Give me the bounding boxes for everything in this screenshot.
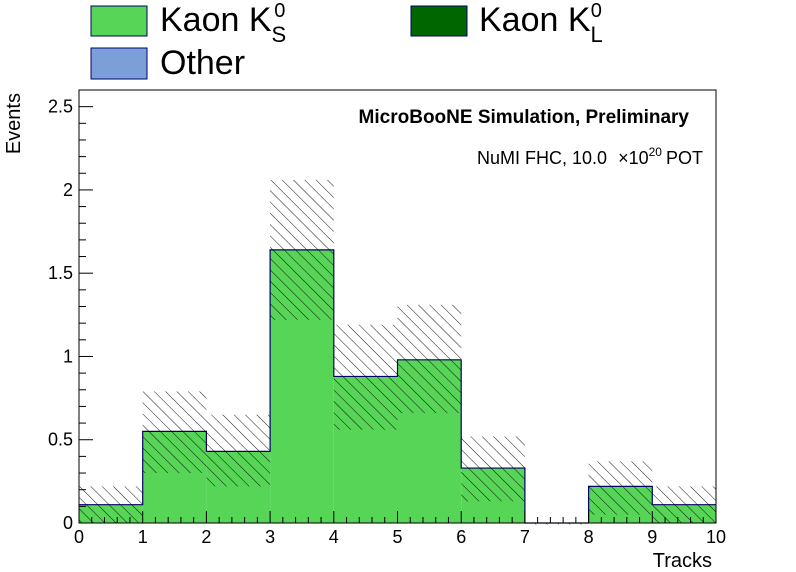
- y-tick-label: 2.5: [48, 97, 73, 117]
- x-axis-tick-labels: 0 1 2 3 4 5 6 7 8 9 10: [74, 527, 726, 547]
- pot-suffix: POT: [666, 148, 703, 168]
- uncertainty-bin0: [79, 486, 143, 523]
- legend-sub-kaon-kl: L: [591, 22, 603, 47]
- legend-label-kaon-ks: Kaon K: [160, 1, 272, 39]
- legend-sup-kaon-ks: 0: [274, 0, 285, 22]
- legend-swatch-kaon-ks: [90, 5, 148, 37]
- y-axis-ticks: [79, 89, 93, 524]
- legend-sub-kaon-ks: S: [272, 22, 287, 47]
- x-tick-label: 4: [329, 527, 339, 547]
- uncertainty-bin8: [588, 461, 653, 515]
- y-tick-label: 0.5: [48, 430, 73, 450]
- pot-exponent: 20: [649, 145, 663, 159]
- legend-item-kaon-kl: Kaon KL0: [410, 0, 603, 47]
- x-tick-label: 10: [706, 527, 726, 547]
- legend-item-other: Other: [90, 44, 245, 82]
- x-axis-title: Tracks: [653, 550, 712, 572]
- pot-prefix: NuMI FHC, 10.0: [477, 148, 607, 168]
- pot-label: NuMI FHC, 10.0 ×1020 POT: [477, 145, 703, 168]
- uncertainty-bin4: [333, 324, 398, 430]
- x-tick-label: 6: [456, 527, 466, 547]
- svg-text:Other: Other: [160, 44, 245, 82]
- y-axis-title: Events: [3, 93, 25, 154]
- legend-sup-kaon-kl: 0: [591, 0, 602, 22]
- x-axis-ticks: [78, 511, 717, 523]
- legend: Kaon KS0 Kaon KL0 Other: [90, 0, 603, 82]
- legend-swatch-kaon-kl: [410, 5, 468, 37]
- y-tick-label: 0: [63, 513, 73, 533]
- x-tick-label: 5: [392, 527, 402, 547]
- legend-item-kaon-ks: Kaon KS0: [90, 0, 286, 47]
- uncertainty-bin2: [206, 414, 271, 487]
- x-tick-label: 0: [74, 527, 84, 547]
- legend-swatch-other: [90, 47, 148, 80]
- uncertainty-bin6: [461, 436, 525, 502]
- x-tick-label: 1: [138, 527, 148, 547]
- simulation-label: MicroBooNE Simulation, Preliminary: [359, 107, 690, 128]
- legend-label-other: Other: [160, 44, 245, 82]
- uncertainty-bin5: [397, 304, 462, 414]
- y-axis-tick-labels: 0 0.5 1 1.5 2 2.5: [48, 97, 73, 533]
- x-tick-label: 8: [584, 527, 594, 547]
- x-tick-label: 7: [520, 527, 530, 547]
- y-tick-label: 1: [63, 346, 73, 366]
- uncertainty-bin3: [270, 179, 334, 320]
- svg-text:Kaon KL0: Kaon KL0: [479, 0, 603, 47]
- pot-base: 10: [629, 148, 649, 168]
- legend-label-kaon-kl: Kaon K: [479, 1, 591, 39]
- uncertainty-bin7: [524, 523, 589, 525]
- x-tick-label: 9: [647, 527, 657, 547]
- y-tick-label: 1.5: [48, 263, 73, 283]
- uncertainty-bin9: [652, 486, 716, 523]
- svg-text:Kaon KS0: Kaon KS0: [160, 0, 286, 47]
- uncertainty-bin1: [142, 391, 207, 474]
- y-tick-label: 2: [63, 180, 73, 200]
- uncertainty-band: [79, 179, 716, 525]
- x-tick-label: 3: [265, 527, 275, 547]
- x-tick-label: 2: [201, 527, 211, 547]
- pot-times: ×: [618, 148, 629, 168]
- plot-area: 0 1 2 3 4 5 6 7 8 9 10 0 0.5 1 1.5 2 2.5: [48, 89, 726, 547]
